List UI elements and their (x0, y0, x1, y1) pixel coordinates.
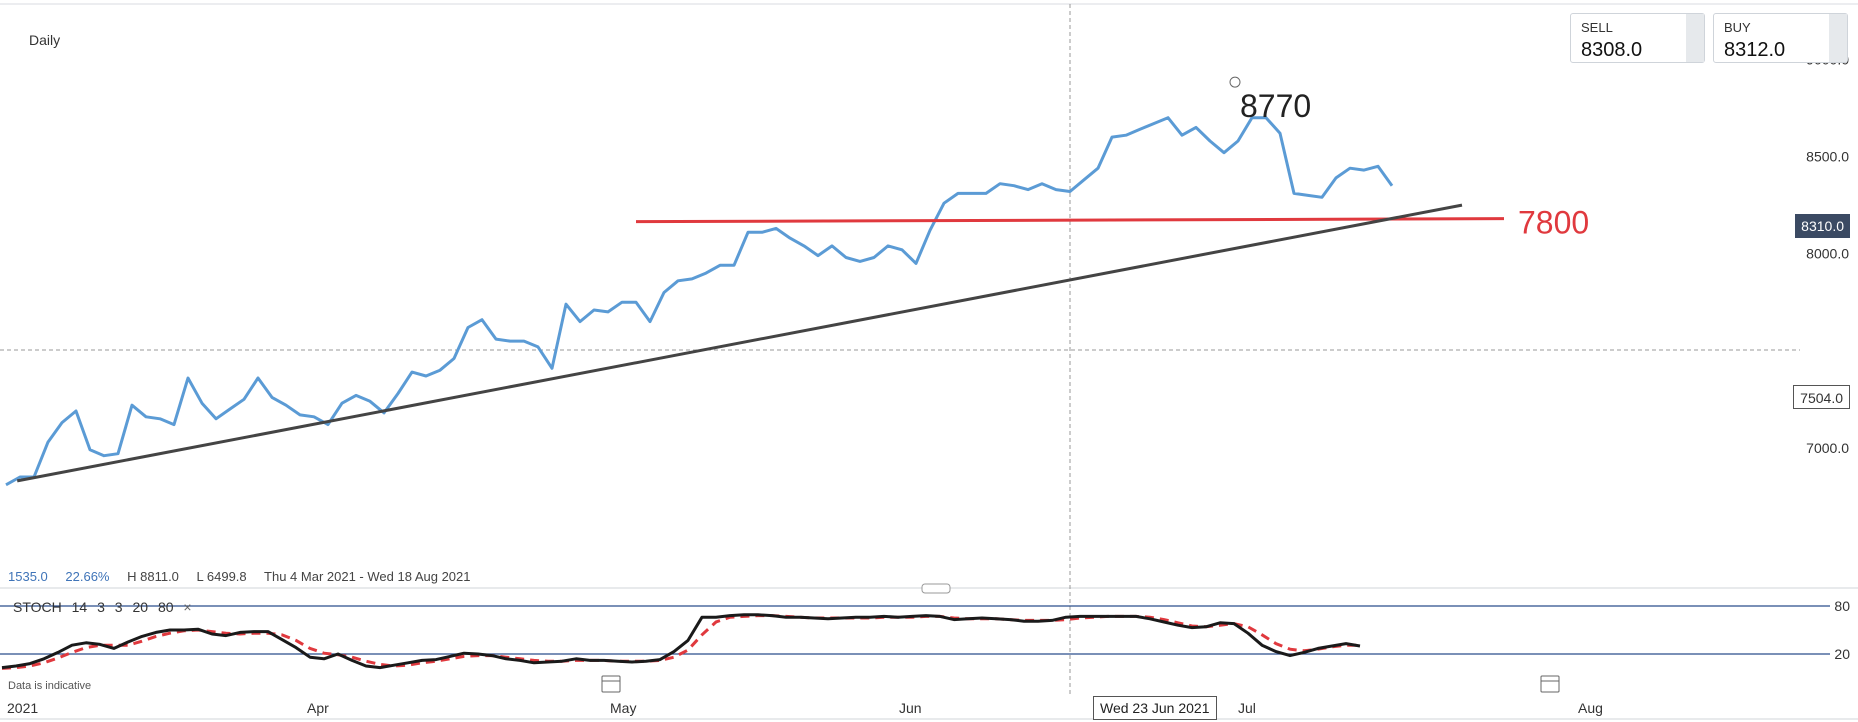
sell-button[interactable]: SELL 8308.0 (1570, 13, 1705, 63)
stats-range: Thu 4 Mar 2021 - Wed 18 Aug 2021 (264, 569, 471, 584)
stats-change: 1535.0 (8, 569, 48, 584)
y-tick-label: 8000.0 (1806, 246, 1849, 262)
timeframe-label[interactable]: Daily (29, 32, 61, 48)
crosshair-date-label: Wed 23 Jun 2021 (1093, 696, 1217, 720)
stoch-param: 14 (71, 599, 88, 615)
buy-edge (1829, 14, 1847, 62)
close-icon[interactable]: × (183, 599, 192, 615)
x-tick-label: Aug (1578, 700, 1603, 716)
stoch-param: 80 (157, 599, 174, 615)
x-tick-label: May (610, 700, 636, 716)
stoch-legend[interactable]: STOCH 14 3 3 20 80 × (13, 599, 198, 615)
trendline (16, 203, 1463, 483)
x-tick-label: Jul (1238, 700, 1256, 716)
current-price-tag: 8310.0 (1795, 214, 1850, 238)
sell-edge (1686, 14, 1704, 62)
x-tick-label: Jun (899, 700, 922, 716)
stoch-name: STOCH (13, 599, 62, 615)
x-tick-label: Apr (307, 700, 329, 716)
sell-label: SELL (1581, 20, 1613, 35)
annotation-text: 8770 (1240, 88, 1311, 124)
stoch-d-line (1, 614, 1360, 670)
sell-value: 8308.0 (1581, 39, 1643, 61)
stoch-y-tick-label: 80 (1834, 598, 1850, 614)
price-line (5, 116, 1394, 487)
buy-label: BUY (1724, 20, 1751, 35)
stoch-param: 3 (114, 599, 123, 615)
disclaimer-text: Data is indicative (8, 680, 92, 692)
annotation-anchor-icon (1229, 76, 1241, 88)
crosshair-price-tag: 7504.0 (1793, 385, 1850, 409)
stoch-param: 20 (132, 599, 149, 615)
calendar-icon (1540, 675, 1560, 693)
buy-button[interactable]: BUY 8312.0 (1713, 13, 1848, 63)
stats-low: L 6499.8 (196, 569, 247, 584)
stats-high: H 8811.0 (127, 569, 179, 584)
support-level-label: 7800 (1518, 205, 1589, 241)
support-level-line (635, 217, 1505, 224)
stoch-y-tick-label: 20 (1834, 646, 1850, 662)
stoch-param: 3 (97, 599, 105, 615)
stoch-k-line (1, 613, 1361, 670)
drag-handle-icon (921, 583, 951, 594)
x-tick-label: 2021 (7, 700, 38, 716)
calendar-icon (601, 675, 621, 693)
buy-value: 8312.0 (1724, 39, 1786, 61)
stats-change-pct: 22.66% (65, 569, 110, 584)
chart-stats: 1535.0 22.66% H 8811.0 L 6499.8 Thu 4 Ma… (8, 569, 485, 584)
y-tick-label: 7000.0 (1806, 440, 1849, 456)
y-tick-label: 8500.0 (1806, 149, 1849, 165)
